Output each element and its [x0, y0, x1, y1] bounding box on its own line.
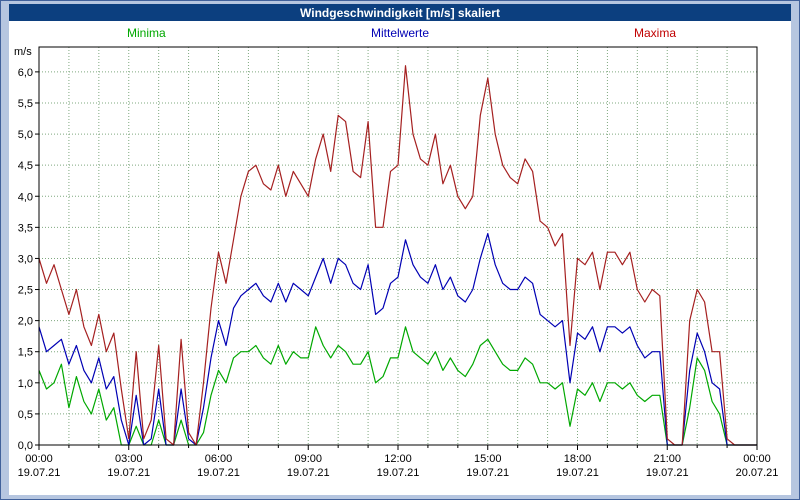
x-tick-date-label: 19.07.21 — [646, 467, 689, 479]
x-tick-time-label: 06:00 — [205, 453, 233, 465]
x-tick-date-label: 20.07.21 — [736, 467, 779, 479]
y-tick-label: 0,5 — [18, 409, 33, 421]
x-tick-time-label: 00:00 — [743, 453, 771, 465]
y-tick-label: 4,0 — [18, 191, 33, 203]
y-tick-label: 5,0 — [18, 129, 33, 141]
legend-item-minima: Minima — [127, 26, 166, 40]
x-tick-date-label: 19.07.21 — [466, 467, 509, 479]
chart-legend: Minima Mittelwerte Maxima — [9, 26, 791, 42]
x-tick-date-label: 19.07.21 — [107, 467, 150, 479]
x-tick-time-label: 09:00 — [294, 453, 322, 465]
y-tick-label: 1,5 — [18, 347, 33, 359]
series-line-minima — [38, 326, 757, 446]
x-tick-time-label: 15:00 — [474, 453, 502, 465]
y-tick-label: 6,0 — [18, 67, 33, 79]
wind-chart-svg: 6,0 5,5 5,0 4,5 4,0 3,5 3,0 2,5 2,0 1,5 1,0 0,5 0,0 m… — [14, 46, 779, 479]
x-tick-date-label: 19.07.21 — [18, 467, 61, 479]
x-tick-time-label: 21:00 — [653, 453, 681, 465]
x-tick-date-label: 19.07.21 — [377, 467, 420, 479]
axis-ticks — [35, 71, 758, 450]
y-tick-label: 2,5 — [18, 285, 33, 297]
series-lines — [38, 65, 757, 446]
x-tick-time-label: 03:00 — [115, 453, 143, 465]
x-tick-date-label: 19.07.21 — [197, 467, 240, 479]
x-tick-date-label: 19.07.21 — [287, 467, 330, 479]
grid-lines — [39, 47, 757, 445]
chart-title-bar: Windgeschwindigkeit [m/s] skaliert — [9, 4, 791, 21]
y-tick-label: 3,5 — [18, 222, 33, 234]
chart-title: Windgeschwindigkeit [m/s] skaliert — [300, 5, 500, 20]
y-tick-label: 0,0 — [18, 440, 33, 452]
y-tick-label: 2,0 — [18, 316, 33, 328]
x-tick-time-label: 00:00 — [25, 453, 53, 465]
x-tick-date-label: 19.07.21 — [556, 467, 599, 479]
legend-item-mittelwerte: Mittelwerte — [370, 26, 430, 40]
y-tick-label: 4,5 — [18, 160, 33, 172]
chart-area: 6,0 5,5 5,0 4,5 4,0 3,5 3,0 2,5 2,0 1,5 1,0 0,5 0,0 m… — [9, 39, 793, 485]
y-tick-label: 5,5 — [18, 98, 33, 110]
y-axis-unit-label: m/s — [14, 46, 32, 58]
y-tick-label: 1,0 — [18, 378, 33, 390]
legend-item-maxima: Maxima — [633, 26, 676, 40]
x-tick-time-label: 12:00 — [384, 453, 412, 465]
chart-panel: Minima Mittelwerte Maxima 6,0 5,5 5,0 4,5 4,… — [9, 21, 791, 495]
y-tick-label: 3,0 — [18, 253, 33, 265]
plot-border — [38, 46, 758, 446]
x-tick-time-label: 18:00 — [564, 453, 592, 465]
series-line-maxima — [38, 65, 757, 446]
series-line-mittelwerte — [38, 233, 757, 446]
